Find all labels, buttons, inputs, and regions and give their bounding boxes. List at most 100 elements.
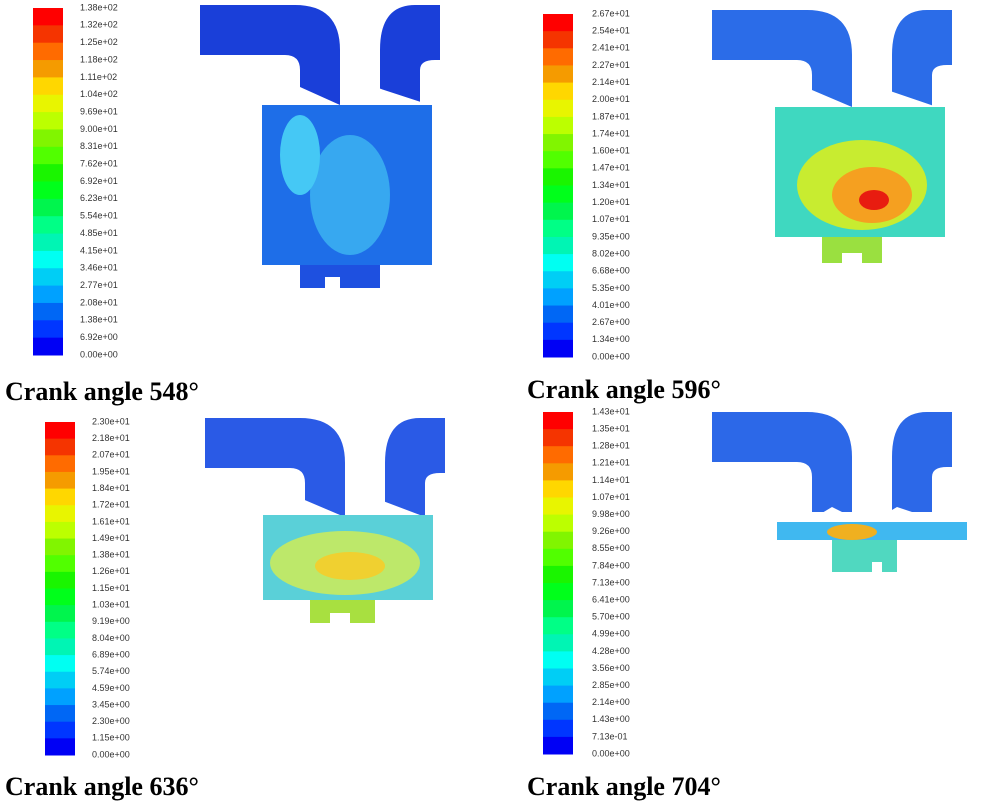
- colorbar-label: 2.08e+01: [80, 297, 118, 307]
- colorbar-band: [543, 686, 573, 704]
- colorbar-label: 5.70e+00: [592, 612, 630, 622]
- colorbar-label: 6.92e+01: [80, 176, 118, 186]
- colorbar-band: [33, 320, 63, 338]
- colorbar-label: 1.43e+01: [592, 406, 630, 416]
- colorbar-label: 6.68e+00: [592, 266, 630, 276]
- colorbar-band: [543, 617, 573, 635]
- colorbar-label: 6.89e+00: [92, 649, 130, 659]
- colorbar-band: [543, 306, 573, 324]
- colorbar-label: 1.15e+01: [92, 583, 130, 593]
- colorbar-label: 1.61e+01: [92, 516, 130, 526]
- colorbar-label: 4.15e+01: [80, 245, 118, 255]
- colorbar-label: 4.85e+01: [80, 228, 118, 238]
- colorbar-band: [543, 83, 573, 101]
- colorbar-band: [33, 129, 63, 147]
- colorbar-band: [543, 14, 573, 32]
- colorbar-band: [543, 651, 573, 669]
- colorbar-label: 1.74e+01: [592, 128, 630, 138]
- colorbar-label: 0.00e+00: [92, 749, 130, 759]
- colorbar-band: [543, 48, 573, 66]
- colorbar-band: [45, 472, 75, 489]
- colorbar-label: 1.07e+01: [592, 492, 630, 502]
- caption: Crank angle 704°: [527, 772, 721, 801]
- colorbar-label: 2.07e+01: [92, 450, 130, 460]
- colorbar-label: 9.98e+00: [592, 509, 630, 519]
- colorbar-label: 4.01e+00: [592, 300, 630, 310]
- colorbar-band: [543, 429, 573, 447]
- caption: Crank angle 636°: [5, 772, 199, 801]
- colorbar-label: 7.84e+00: [592, 560, 630, 570]
- colorbar-band: [543, 220, 573, 238]
- colorbar-band: [45, 722, 75, 739]
- colorbar-label: 7.13e-01: [592, 731, 628, 741]
- colorbar-label: 7.13e+00: [592, 577, 630, 587]
- colorbar-band: [543, 532, 573, 550]
- colorbar-band: [543, 100, 573, 118]
- colorbar-band: [33, 199, 63, 217]
- colorbar-band: [543, 566, 573, 584]
- colorbar-label: 0.00e+00: [592, 351, 630, 361]
- colorbar-band: [543, 515, 573, 533]
- figure: 1.38e+021.32e+021.25e+021.18e+021.11e+02…: [0, 0, 992, 809]
- colorbar-label: 1.84e+01: [92, 483, 130, 493]
- colorbar-band: [45, 522, 75, 539]
- colorbar-label: 1.49e+01: [92, 533, 130, 543]
- colorbar-label: 2.54e+01: [592, 26, 630, 36]
- colorbar-band: [45, 738, 75, 755]
- colorbar-band: [543, 549, 573, 567]
- colorbar-band: [33, 182, 63, 200]
- colorbar-band: [543, 288, 573, 306]
- colorbar-band: [45, 539, 75, 556]
- colorbar-label: 2.14e+01: [592, 77, 630, 87]
- colorbar-label: 2.30e+00: [92, 716, 130, 726]
- colorbar-label: 1.34e+01: [592, 180, 630, 190]
- colorbar-label: 9.00e+01: [80, 124, 118, 134]
- colorbar-label: 1.03e+01: [92, 600, 130, 610]
- colorbar-band: [543, 271, 573, 289]
- colorbar-label: 5.35e+00: [592, 283, 630, 293]
- colorbar-band: [543, 669, 573, 687]
- colorbar-label: 9.69e+01: [80, 106, 118, 116]
- colorbar-label: 4.99e+00: [592, 629, 630, 639]
- colorbar-label: 1.11e+02: [80, 72, 117, 82]
- colorbar-band: [543, 600, 573, 618]
- colorbar-band: [543, 703, 573, 721]
- colorbar-band: [543, 480, 573, 498]
- colorbar-band: [45, 705, 75, 722]
- colorbar-band: [543, 634, 573, 652]
- colorbar-label: 1.04e+02: [80, 89, 118, 99]
- colorbar-band: [45, 622, 75, 639]
- colorbar-label: 2.85e+00: [592, 680, 630, 690]
- colorbar-band: [33, 234, 63, 252]
- colorbar-band: [33, 25, 63, 43]
- colorbar-band: [543, 463, 573, 481]
- colorbar-label: 1.38e+02: [80, 2, 118, 12]
- colorbar-band: [543, 254, 573, 272]
- colorbar-band: [33, 338, 63, 356]
- caption: Crank angle 596°: [527, 375, 721, 404]
- colorbar-label: 6.92e+00: [80, 332, 118, 342]
- colorbar-band: [33, 60, 63, 78]
- colorbar-band: [45, 655, 75, 672]
- colorbar-band: [45, 505, 75, 522]
- colorbar-label: 2.41e+01: [592, 43, 630, 53]
- colorbar-band: [33, 286, 63, 304]
- colorbar-band: [543, 186, 573, 204]
- colorbar-label: 8.31e+01: [80, 141, 118, 151]
- colorbar-band: [33, 43, 63, 61]
- colorbar-label: 1.20e+01: [592, 197, 630, 207]
- colorbar-label: 2.77e+01: [80, 280, 118, 290]
- colorbar-label: 3.45e+00: [92, 699, 130, 709]
- colorbar-band: [33, 147, 63, 165]
- colorbar-band: [543, 117, 573, 135]
- colorbar-band: [33, 112, 63, 130]
- colorbar-band: [45, 555, 75, 572]
- colorbar-band: [543, 151, 573, 169]
- colorbar-band: [45, 572, 75, 589]
- colorbar-label: 7.62e+01: [80, 159, 118, 169]
- colorbar-band: [543, 720, 573, 738]
- colorbar-label: 1.18e+02: [80, 54, 118, 64]
- colorbar-label: 2.67e+01: [592, 8, 630, 18]
- colorbar-band: [543, 134, 573, 152]
- colorbar-label: 6.23e+01: [80, 193, 118, 203]
